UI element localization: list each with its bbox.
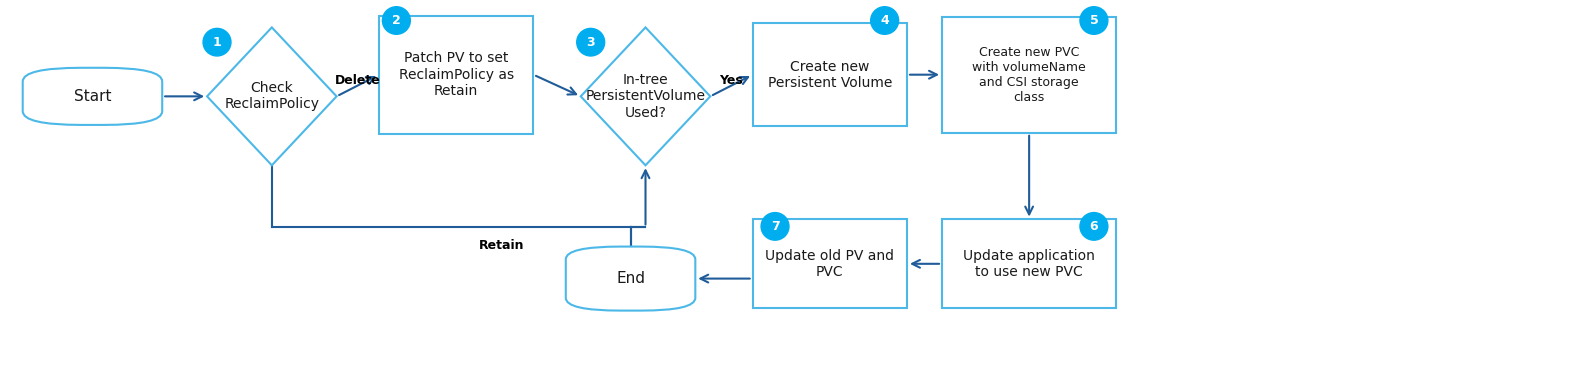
Text: 4: 4	[880, 14, 889, 27]
Text: Start: Start	[74, 89, 112, 104]
Text: 6: 6	[1090, 220, 1098, 233]
Ellipse shape	[1079, 7, 1108, 34]
Bar	[379, 16, 534, 134]
Bar	[753, 23, 906, 127]
Polygon shape	[207, 27, 336, 165]
Ellipse shape	[760, 213, 789, 240]
Text: Create new
Persistent Volume: Create new Persistent Volume	[768, 60, 892, 90]
Text: 5: 5	[1090, 14, 1098, 27]
Polygon shape	[581, 27, 710, 165]
Ellipse shape	[382, 7, 410, 34]
Text: Patch PV to set
ReclaimPolicy as
Retain: Patch PV to set ReclaimPolicy as Retain	[399, 52, 514, 98]
Ellipse shape	[870, 7, 899, 34]
FancyBboxPatch shape	[566, 247, 696, 311]
Text: End: End	[616, 271, 646, 286]
Bar	[943, 220, 1117, 308]
Ellipse shape	[1079, 213, 1108, 240]
Text: Yes: Yes	[720, 73, 743, 86]
Text: 2: 2	[393, 14, 401, 27]
Text: Check
ReclaimPolicy: Check ReclaimPolicy	[225, 81, 319, 111]
FancyBboxPatch shape	[22, 68, 162, 125]
Ellipse shape	[203, 29, 231, 56]
Text: 3: 3	[586, 36, 595, 49]
Bar	[753, 220, 906, 308]
Text: Retain: Retain	[479, 239, 525, 252]
Text: Create new PVC
with volumeName
and CSI storage
class: Create new PVC with volumeName and CSI s…	[972, 46, 1086, 104]
Text: Update application
to use new PVC: Update application to use new PVC	[963, 249, 1095, 279]
Text: 7: 7	[771, 220, 779, 233]
Text: Delete: Delete	[335, 73, 380, 86]
Text: In-tree
PersistentVolume
Used?: In-tree PersistentVolume Used?	[586, 73, 705, 119]
Text: Update old PV and
PVC: Update old PV and PVC	[765, 249, 894, 279]
Text: 1: 1	[212, 36, 222, 49]
Bar	[943, 17, 1117, 133]
Ellipse shape	[577, 29, 605, 56]
